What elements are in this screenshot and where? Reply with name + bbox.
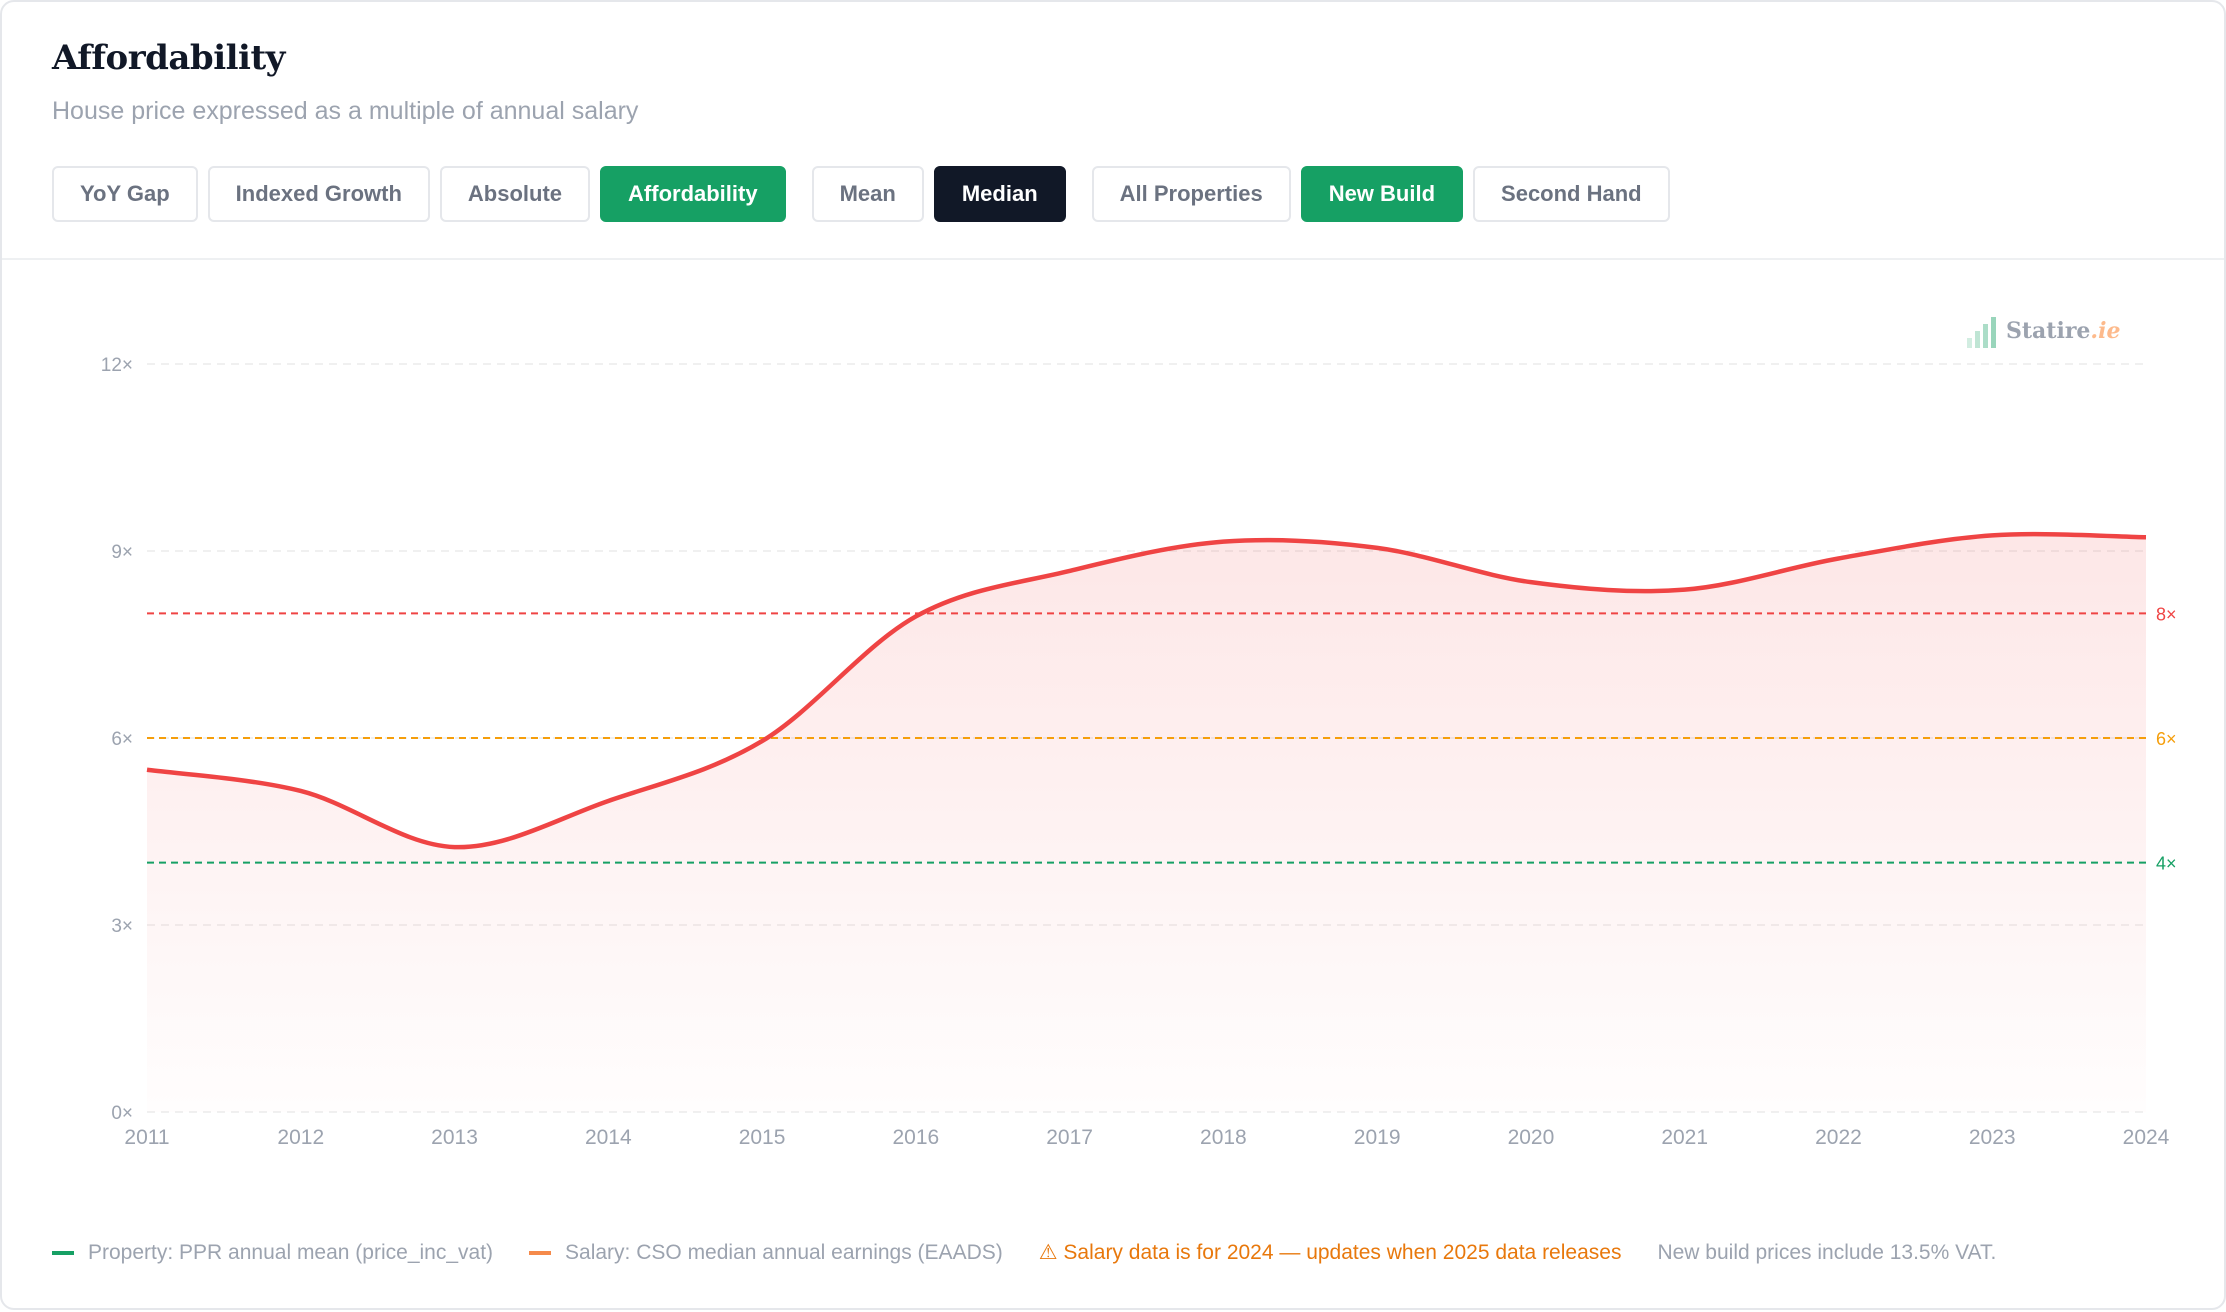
metric-button-yoy-gap[interactable]: YoY Gap xyxy=(52,166,198,222)
x-tick-label: 2018 xyxy=(1200,1126,1247,1149)
y-tick-label: 0× xyxy=(111,1103,133,1124)
x-tick-label: 2013 xyxy=(431,1126,478,1149)
statire-logo xyxy=(1967,317,1996,348)
x-tick-label: 2019 xyxy=(1354,1126,1401,1149)
x-tick-label: 2015 xyxy=(739,1126,786,1149)
metric-button-indexed-growth[interactable]: Indexed Growth xyxy=(207,166,430,222)
metric-button-absolute[interactable]: Absolute xyxy=(439,166,591,222)
salary-warning: ⚠ Salary data is for 2024 — updates when… xyxy=(1038,1241,1622,1264)
metric-button-affordability[interactable]: Affordability xyxy=(600,166,786,222)
y-tick-label: 12× xyxy=(101,355,133,376)
legend-label-property: Property: PPR annual mean (price_inc_vat… xyxy=(88,1240,494,1264)
x-tick-label: 2023 xyxy=(1969,1126,2016,1149)
y-tick-label: 9× xyxy=(111,542,133,563)
vat-note: New build prices include 13.5% VAT. xyxy=(1657,1240,1997,1264)
reference-label-4x: 4× xyxy=(2156,854,2177,874)
watermark-tld: .ie xyxy=(2090,318,2120,344)
legend-item-property: Property: PPR annual mean (price_inc_vat… xyxy=(52,1241,493,1265)
logo-bar-icon xyxy=(1975,331,1980,348)
stat-button-median[interactable]: Median xyxy=(933,166,1066,222)
legend-label-salary: Salary: CSO median annual earnings (EAAD… xyxy=(565,1240,1003,1264)
watermark-name: Statire xyxy=(2006,318,2090,344)
logo-bar-icon xyxy=(1983,324,1988,348)
x-tick-label: 2014 xyxy=(585,1126,632,1149)
series-line xyxy=(146,531,2147,850)
legend: Property: PPR annual mean (price_inc_vat… xyxy=(52,1240,2032,1265)
watermark-text: Statire.ie xyxy=(2006,318,2120,344)
x-tick-label: 2020 xyxy=(1508,1126,1555,1149)
y-tick-label: 6× xyxy=(111,729,133,750)
legend-swatch-property xyxy=(52,1250,74,1255)
logo-bar-icon xyxy=(1991,317,1996,348)
x-tick-label: 2011 xyxy=(124,1126,169,1149)
x-tick-label: 2022 xyxy=(1815,1126,1862,1149)
x-tick-label: 2021 xyxy=(1661,1126,1708,1149)
legend-swatch-salary xyxy=(529,1250,552,1255)
stat-button-mean[interactable]: Mean xyxy=(811,166,924,222)
x-tick-label: 2016 xyxy=(892,1126,939,1149)
area-fill xyxy=(147,534,2146,1112)
toggle-bar: YoY Gap Indexed Growth Absolute Affordabili… xyxy=(52,166,1680,222)
x-tick-label: 2024 xyxy=(2123,1126,2170,1149)
property-button-second-hand[interactable]: Second Hand xyxy=(1473,166,1670,222)
property-button-all-properties[interactable]: All Properties xyxy=(1091,166,1291,222)
y-tick-label: 3× xyxy=(111,916,133,937)
reference-label-8x: 8× xyxy=(2156,604,2177,624)
logo-bar-icon xyxy=(1967,338,1972,348)
page-subtitle: House price expressed as a multiple of a… xyxy=(52,97,639,125)
divider xyxy=(2,258,2224,260)
property-button-new-build[interactable]: New Build xyxy=(1300,166,1464,222)
x-tick-label: 2017 xyxy=(1046,1126,1093,1149)
legend-item-salary: Salary: CSO median annual earnings (EAAD… xyxy=(529,1241,1003,1265)
reference-label-6x: 6× xyxy=(2156,729,2177,749)
page-title: Affordability xyxy=(52,38,285,78)
x-tick-label: 2012 xyxy=(277,1126,324,1149)
